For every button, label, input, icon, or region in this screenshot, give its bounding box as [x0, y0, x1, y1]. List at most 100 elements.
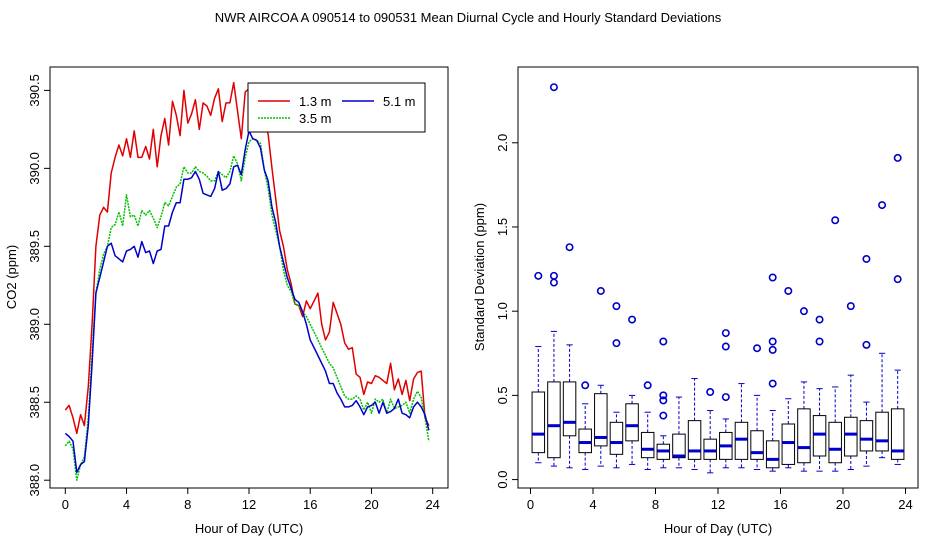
- outlier-point: [893, 153, 902, 162]
- box-hour: [875, 201, 889, 459]
- outlier-point: [846, 302, 855, 311]
- box-hour: [797, 307, 811, 472]
- legend-label-1p3m: 1.3 m: [299, 94, 332, 109]
- box-hour: [703, 388, 717, 474]
- legend: 1.3 m 3.5 m 5.1 m: [247, 82, 426, 133]
- right-x-axis: 0 4 8 12 16 20 24: [527, 488, 913, 512]
- left-y-tick-label: 389.0: [27, 308, 42, 341]
- box-iqr: [765, 440, 780, 469]
- right-x-tick-label: 16: [773, 497, 787, 512]
- outlier-point: [753, 344, 762, 353]
- left-y-tick-label: 388.0: [27, 464, 42, 497]
- left-y-tick-label: 390.5: [27, 74, 42, 107]
- legend-box: [247, 82, 426, 133]
- box-iqr: [875, 411, 889, 452]
- right-x-tick-label: 0: [527, 497, 534, 512]
- right-plot-frame: [517, 66, 919, 489]
- left-y-axis-label: CO2 (ppm): [4, 245, 19, 309]
- outlier-point: [831, 216, 840, 225]
- figure-title: NWR AIRCOA A 090514 to 090531 Mean Diurn…: [215, 10, 722, 25]
- box-iqr: [703, 438, 717, 460]
- box-hour: [625, 315, 639, 465]
- box-hour: [594, 286, 608, 467]
- outlier-point: [706, 388, 715, 397]
- box-iqr: [890, 408, 905, 460]
- outlier-point: [768, 273, 777, 282]
- box-hour: [656, 337, 671, 469]
- box-iqr: [625, 403, 639, 442]
- box-iqr: [609, 421, 624, 455]
- left-x-axis-label: Hour of Day (UTC): [195, 521, 303, 536]
- box-hour: [719, 329, 733, 469]
- box-hour: [765, 273, 780, 472]
- outlier-point: [721, 342, 730, 351]
- outlier-point: [659, 337, 668, 346]
- box-iqr: [672, 433, 686, 459]
- box-hour: [672, 396, 686, 469]
- outlier-point: [534, 271, 543, 280]
- right-y-axis-label: Standard Deviation (ppm): [472, 203, 487, 351]
- box-hour: [578, 381, 592, 470]
- right-y-tick-label: 0.5: [495, 386, 510, 404]
- outlier-point: [596, 286, 605, 295]
- box-iqr: [812, 415, 827, 457]
- left-x-axis: 0 4 8 12 16 20 24: [62, 488, 440, 512]
- right-y-tick-label: 1.5: [495, 218, 510, 236]
- box-hour: [562, 243, 577, 469]
- right-x-tick-label: 8: [652, 497, 659, 512]
- box-iqr: [640, 431, 655, 459]
- box-hour: [609, 302, 624, 469]
- box-hour: [890, 153, 905, 465]
- left-x-tick-label: 12: [242, 497, 256, 512]
- box-iqr: [781, 423, 796, 465]
- outlier-point: [784, 286, 793, 295]
- outlier-point: [768, 379, 777, 388]
- outlier-point: [549, 83, 558, 92]
- outlier-point: [659, 396, 668, 405]
- outlier-point: [815, 315, 824, 324]
- box-iqr: [687, 420, 702, 460]
- box-iqr: [734, 421, 749, 460]
- right-x-tick-label: 20: [836, 497, 850, 512]
- box-iqr: [578, 428, 592, 454]
- left-x-tick-label: 16: [303, 497, 317, 512]
- box-hour: [859, 254, 874, 467]
- box-hour: [828, 216, 842, 472]
- outlier-point: [628, 315, 637, 324]
- right-y-tick-label: 2.0: [495, 134, 510, 152]
- stddev-boxplot: 0 4 8 12 16 20 24 0.0 0.5 1.0 1.5 2.0 Hour of Day …: [472, 66, 919, 536]
- box-iqr: [859, 420, 874, 452]
- outlier-point: [612, 339, 621, 348]
- box-iqr: [547, 381, 561, 459]
- box-hour: [547, 83, 561, 467]
- right-y-tick-label: 1.0: [495, 302, 510, 320]
- left-y-axis: 388.0 388.5 389.0 389.5 390.0 390.5: [27, 74, 50, 496]
- left-x-tick-label: 24: [425, 497, 439, 512]
- outlier-point: [799, 307, 808, 316]
- left-x-tick-label: 8: [184, 497, 191, 512]
- legend-label-5p1m: 5.1 m: [383, 94, 416, 109]
- left-x-tick-label: 20: [364, 497, 378, 512]
- outlier-point: [815, 337, 824, 346]
- right-x-axis-label: Hour of Day (UTC): [664, 521, 772, 536]
- right-x-tick-label: 24: [898, 497, 912, 512]
- left-x-tick-label: 4: [123, 497, 130, 512]
- box-hour: [781, 286, 796, 469]
- outlier-point: [862, 340, 871, 349]
- outlier-point: [659, 391, 668, 400]
- box-iqr: [828, 421, 842, 464]
- box-group: [531, 83, 905, 474]
- box-iqr: [594, 393, 608, 447]
- outlier-point: [643, 381, 652, 390]
- outlier-point: [565, 243, 574, 252]
- box-hour: [844, 302, 858, 470]
- box-hour: [531, 271, 546, 464]
- outlier-point: [612, 302, 621, 311]
- box-hour: [750, 344, 764, 470]
- right-y-tick-label: 0.0: [495, 471, 510, 489]
- box-iqr: [797, 408, 811, 464]
- outlier-point: [581, 381, 590, 390]
- right-x-tick-label: 4: [589, 497, 596, 512]
- outlier-point: [659, 411, 668, 420]
